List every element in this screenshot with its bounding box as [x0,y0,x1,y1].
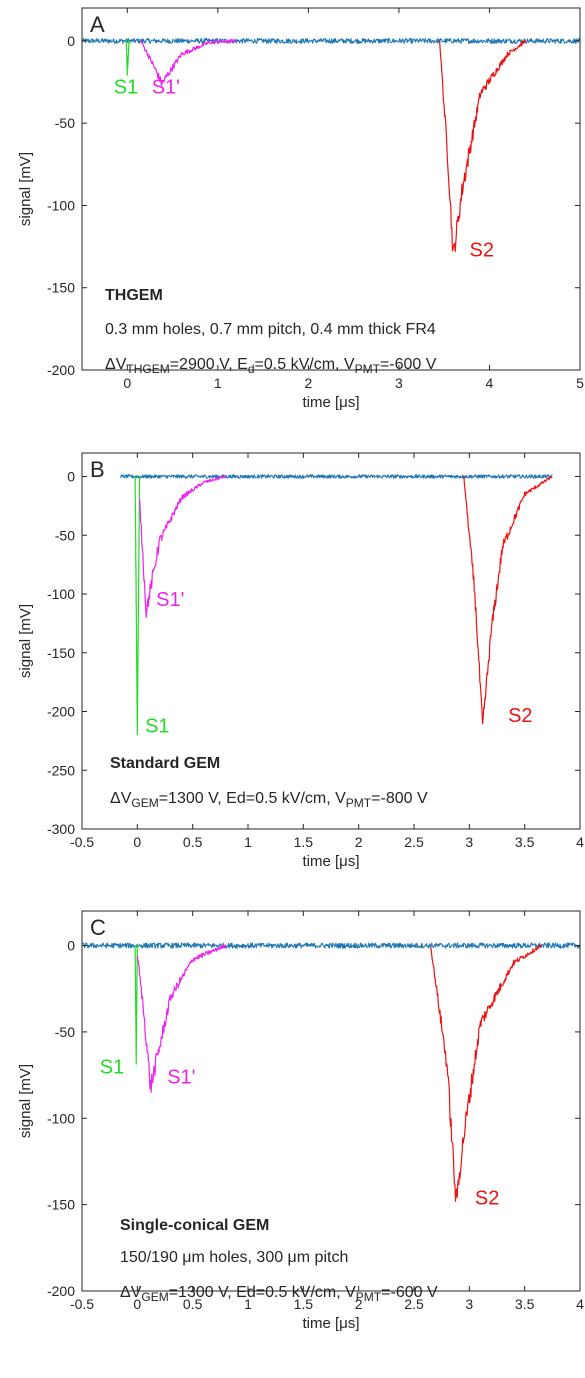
y-tick-label: -100 [47,586,75,602]
series-line-baseline [82,37,580,44]
y-axis-label: signal [mV] [17,152,34,226]
panel-label: C [90,915,106,940]
signal-label-s1: S1 [114,77,138,99]
signal-label-s1: S1 [100,1056,124,1078]
series-line-s1p [140,38,237,86]
series-line-baseline [120,474,553,479]
annotation-text: ΔVTHGEM=2900 V, Ed=0.5 kV/cm, VPMT=-600 … [105,356,437,376]
panel-label: B [90,457,105,482]
chart-panel-B: -0.5 0 0.5 1 1.5 2 2.5 3 3.5 4 0 -50 -100 -150 -200 -25… [17,452,584,870]
x-tick-label: 1 [244,1296,252,1312]
axes-frame [81,7,581,371]
x-tick-label: 2.5 [404,834,424,850]
x-tick-label: 2.5 [404,1296,424,1312]
y-tick-label: 0 [67,469,75,485]
signal-label-s2: S2 [508,705,532,727]
signal-label-s1p: S1' [167,1067,195,1089]
series-line-s2 [439,39,527,253]
y-tick-label: -150 [47,1197,75,1213]
series-group [82,942,580,1202]
x-tick-label: 1 [214,375,222,391]
annotation-text: ΔVGEM=1300 V, Ed=0.5 kV/cm, VPMT=-600 V [120,1284,438,1304]
y-tick-label: -50 [55,1024,75,1040]
series-line-s1p [138,475,227,619]
panel-label: A [90,12,105,37]
annotation-text: 0.3 mm holes, 0.7 mm pitch, 0.4 mm thick… [105,321,436,338]
series-line-s1 [134,944,138,1065]
x-axis-label: time [μs] [303,394,360,411]
y-tick-label: -50 [55,527,75,543]
y-tick-label: -200 [47,704,75,720]
x-tick-label: 3.5 [515,834,535,850]
signal-label-s2: S2 [475,1188,499,1210]
y-tick-label: -100 [47,1110,75,1126]
y-tick-label: -300 [47,821,75,837]
x-tick-label: 3.5 [515,1296,535,1312]
x-tick-label: 0 [123,375,131,391]
x-tick-label: 3 [465,1296,473,1312]
y-tick-label: -150 [47,645,75,661]
x-tick-label: 1.5 [294,1296,314,1312]
y-axis-label: signal [mV] [17,604,34,678]
y-tick-label: -200 [47,1283,75,1299]
signal-label-s2: S2 [470,239,494,261]
y-tick-label: -250 [47,762,75,778]
annotation-text: Standard GEM [110,755,220,772]
y-tick-label: -100 [47,197,75,213]
annotation-text: ΔVGEM=1300 V, Ed=0.5 kV/cm, VPMT=-800 V [110,790,428,810]
signal-label-s1p: S1' [156,589,184,611]
y-tick-label: -150 [47,280,75,296]
series-line-s2 [430,944,542,1202]
x-tick-label: 5 [576,375,584,391]
chart-panel-A: 0 1 2 3 4 5 0 -50 -100 -150 -200 time [μs] signal [m… [17,7,584,411]
x-tick-label: 2 [355,834,363,850]
x-tick-label: 0.5 [183,1296,203,1312]
annotation-text: Single-conical GEM [120,1217,269,1234]
x-tick-label: 2 [355,1296,363,1312]
annotation-text: 150/190 μm holes, 300 μm pitch [120,1249,348,1266]
x-tick-label: 3 [465,834,473,850]
signal-label-s1p: S1' [152,77,180,99]
series-group [82,37,580,253]
x-tick-label: 4 [486,375,494,391]
x-tick-label: 0 [133,1296,141,1312]
axes-frame [81,910,581,1292]
y-tick-label: 0 [67,33,75,49]
x-axis-label: time [μs] [303,853,360,870]
series-line-baseline [82,942,580,949]
axes-frame [81,452,581,830]
x-tick-label: 4 [576,1296,584,1312]
x-tick-label: 4 [576,834,584,850]
x-tick-label: -0.5 [70,834,94,850]
y-axis-label: signal [mV] [17,1064,34,1138]
x-tick-label: 0.5 [183,834,203,850]
annotation-text: THGEM [105,287,163,304]
x-tick-label: 0 [133,834,141,850]
y-tick-label: -50 [55,115,75,131]
series-line-s1p [136,944,227,1093]
y-tick-label: 0 [67,938,75,954]
series-line-s1 [125,39,130,76]
chart-panel-C: -0.5 0 0.5 1 1.5 2 2.5 3 3.5 4 0 -50 -100 -150 -200 tim… [17,910,584,1332]
series-line-s2 [463,475,553,725]
x-tick-label: 3 [395,375,403,391]
series-group [120,474,553,736]
x-tick-label: 1 [244,834,252,850]
x-tick-label: -0.5 [70,1296,94,1312]
x-tick-label: 1.5 [294,834,314,850]
series-line-s1 [134,475,141,736]
y-tick-label: -200 [47,362,75,378]
x-tick-label: 2 [304,375,312,391]
signal-label-s1: S1 [145,716,169,738]
x-axis-label: time [μs] [303,1315,360,1332]
